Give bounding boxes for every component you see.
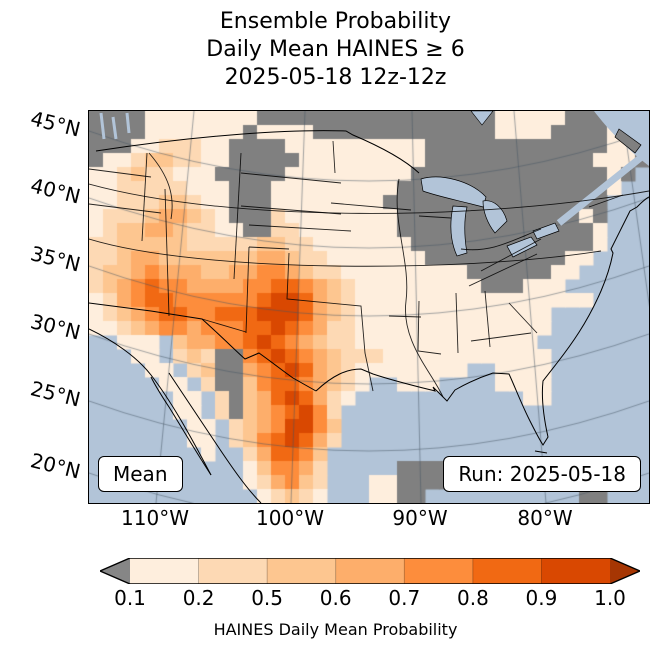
- mean-annotation-box: Mean: [98, 456, 183, 492]
- title-line-1: Ensemble Probability: [219, 9, 452, 34]
- lon-tick-90w: 90°W: [392, 506, 448, 530]
- lat-tick-40n: 40°N: [28, 173, 83, 209]
- map-overlay-svg: [89, 111, 649, 503]
- colorbar-tick-1: 0.2: [182, 586, 215, 610]
- lat-tick-45n: 45°N: [28, 106, 83, 142]
- probability-map-canvas: [89, 111, 649, 503]
- lat-tick-20n: 20°N: [28, 448, 83, 484]
- colorbar-svg: [98, 557, 642, 585]
- colorbar-tick-6: 0.9: [525, 586, 558, 610]
- lon-tick-110w: 110°W: [121, 506, 189, 530]
- map-axes: [88, 110, 650, 504]
- colorbar-tick-3: 0.6: [319, 586, 352, 610]
- colorbar-tick-2: 0.5: [251, 586, 283, 610]
- title-line-2: Daily Mean HAINES ≥ 6: [206, 37, 465, 62]
- colorbar-label: HAINES Daily Mean Probability: [213, 620, 458, 639]
- colorbar-tick-5: 0.8: [456, 586, 489, 610]
- colorbar-tick-4: 0.7: [388, 586, 421, 610]
- run-annotation-box: Run: 2025-05-18: [443, 456, 641, 492]
- colorbar-tick-7: 1.0: [594, 586, 626, 610]
- lat-tick-25n: 25°N: [28, 376, 83, 412]
- lat-tick-35n: 35°N: [28, 241, 83, 277]
- colorbar-tick-0: 0.1: [114, 586, 146, 610]
- title-line-3: 2025-05-18 12z-12z: [224, 65, 447, 90]
- lon-tick-80w: 80°W: [517, 506, 573, 530]
- colorbar: [98, 557, 642, 585]
- lon-tick-100w: 100°W: [256, 506, 324, 530]
- lat-tick-30n: 30°N: [28, 309, 83, 345]
